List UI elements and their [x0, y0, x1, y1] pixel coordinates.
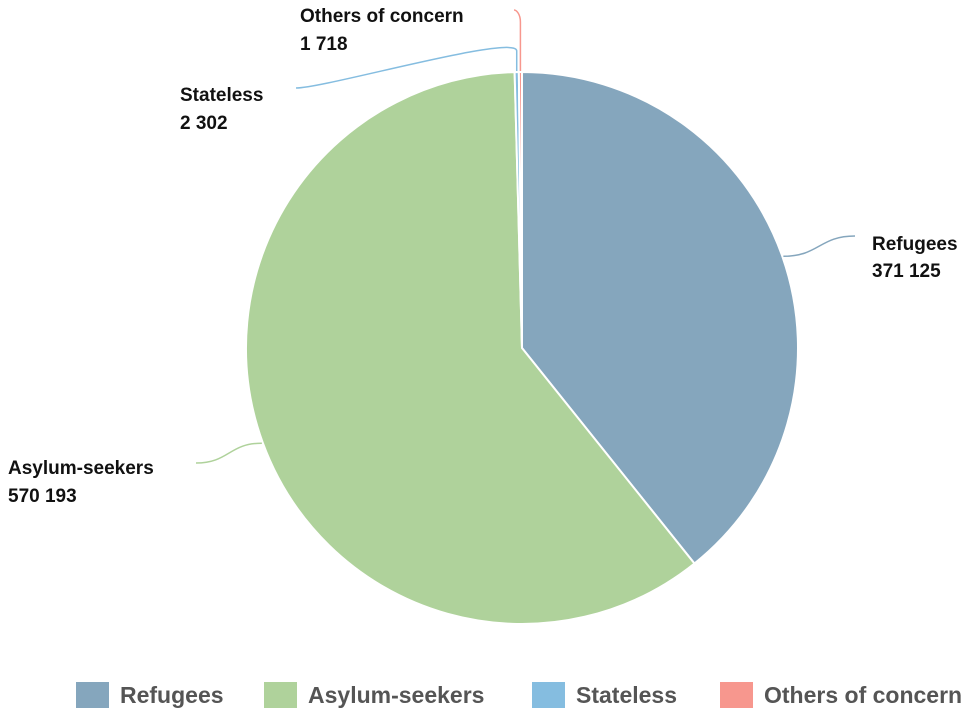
pie-chart-svg: Refugees 371 125 Asylum-seekers 570 193 …	[8, 6, 958, 625]
slice-refugees[interactable]	[521, 70, 799, 565]
legend: Refugees Asylum-seekers Stateless Others…	[0, 680, 972, 712]
leader-line-refugees	[783, 235, 856, 258]
slice-asylum-seekers[interactable]	[245, 71, 696, 625]
label-stateless-name: Stateless	[180, 85, 263, 106]
label-refugees-value: 371 125	[872, 261, 941, 282]
label-asylum-seekers-name: Asylum-seekers	[8, 458, 154, 479]
legend-label-stateless: Stateless	[576, 682, 678, 708]
label-asylum-seekers-value: 570 193	[8, 486, 77, 507]
label-others-of-concern-value: 1 718	[300, 34, 348, 55]
label-refugees-name: Refugees	[872, 234, 958, 255]
leader-line-others-of-concern	[513, 9, 522, 72]
leader-line-asylum-seekers	[195, 442, 262, 464]
leader-line-stateless	[295, 46, 518, 89]
label-stateless-value: 2 302	[180, 113, 228, 134]
pie-slices	[245, 70, 799, 625]
legend-swatch-stateless	[532, 682, 565, 708]
legend-label-others-of-concern: Others of concern	[764, 682, 963, 708]
label-others-of-concern-name: Others of concern	[300, 6, 464, 27]
legend-swatch-others-of-concern	[720, 682, 753, 708]
leader-lines	[195, 9, 856, 464]
legend-label-asylum-seekers: Asylum-seekers	[308, 682, 485, 708]
legend-swatch-asylum-seekers	[264, 682, 297, 708]
slice-others-of-concern[interactable]	[517, 70, 523, 349]
legend-swatch-refugees	[76, 682, 109, 708]
legend-label-refugees: Refugees	[120, 682, 224, 708]
slice-labels: Refugees 371 125 Asylum-seekers 570 193 …	[8, 6, 958, 507]
